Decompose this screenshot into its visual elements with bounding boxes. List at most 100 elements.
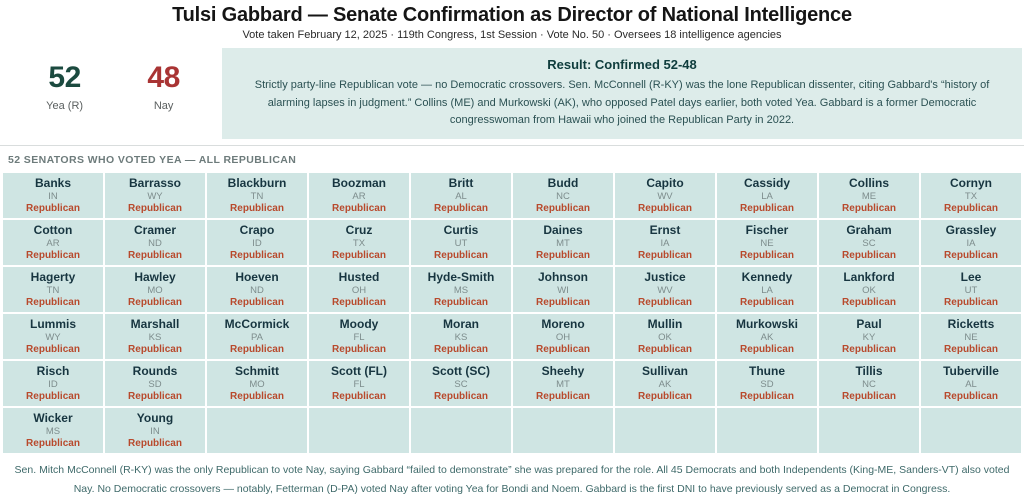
senator-state: WY xyxy=(147,191,163,203)
senator-name: Wicker xyxy=(33,411,73,426)
senator-name: Thune xyxy=(749,364,785,379)
senator-card: Crapo ID Republican xyxy=(207,219,307,265)
senator-state: AK xyxy=(658,379,672,391)
senator-card: Cotton AR Republican xyxy=(3,219,103,265)
senator-name: McCormick xyxy=(224,317,290,332)
senator-state: WV xyxy=(657,191,673,203)
senator-party: Republican xyxy=(740,297,794,309)
senator-card: Hawley MO Republican xyxy=(105,266,205,312)
senator-party: Republican xyxy=(332,203,386,215)
senator-name: Hyde-Smith xyxy=(427,270,495,285)
senator-state: ID xyxy=(48,379,58,391)
senator-state: OK xyxy=(658,332,672,344)
senator-card: Justice WV Republican xyxy=(615,266,715,312)
senator-name: Britt xyxy=(448,176,474,191)
senator-state: FL xyxy=(353,379,365,391)
senator-name: Moran xyxy=(443,317,479,332)
senator-party: Republican xyxy=(128,297,182,309)
senator-state: AR xyxy=(352,191,366,203)
senator-name: Sheehy xyxy=(541,364,585,379)
senator-party: Republican xyxy=(26,438,80,450)
senator-state: IN xyxy=(150,426,160,438)
senator-name: Hoeven xyxy=(235,270,279,285)
page-title: Tulsi Gabbard — Senate Confirmation as D… xyxy=(172,4,852,26)
senator-card: Murkowski AK Republican xyxy=(717,313,817,359)
senator-name: Justice xyxy=(644,270,686,285)
senator-card: Husted OH Republican xyxy=(309,266,409,312)
empty-cell xyxy=(819,407,919,453)
senator-party: Republican xyxy=(128,391,182,403)
senator-party: Republican xyxy=(434,203,488,215)
senator-card: Barrasso WY Republican xyxy=(105,172,205,218)
senator-name: Barrasso xyxy=(128,176,182,191)
senator-party: Republican xyxy=(944,250,998,262)
senator-party: Republican xyxy=(434,250,488,262)
senator-party: Republican xyxy=(842,344,896,356)
senator-party: Republican xyxy=(536,391,590,403)
vote-infographic: Tulsi Gabbard — Senate Confirmation as D… xyxy=(0,4,1024,495)
senator-state: AR xyxy=(46,238,60,250)
senator-name: Moreno xyxy=(541,317,585,332)
senator-party: Republican xyxy=(536,344,590,356)
senator-state: AL xyxy=(455,191,467,203)
senator-card: Lummis WY Republican xyxy=(3,313,103,359)
senator-state: MT xyxy=(556,379,570,391)
senator-name: Curtis xyxy=(443,223,479,238)
senator-state: WV xyxy=(657,285,673,297)
senator-card: Ernst IA Republican xyxy=(615,219,715,265)
senator-name: Murkowski xyxy=(735,317,798,332)
empty-cell xyxy=(717,407,817,453)
senator-card: Cramer ND Republican xyxy=(105,219,205,265)
senator-name: Grassley xyxy=(945,223,997,238)
senator-state: NC xyxy=(556,191,570,203)
senator-state: SD xyxy=(148,379,162,391)
senator-party: Republican xyxy=(740,391,794,403)
senator-card: Johnson WI Republican xyxy=(513,266,613,312)
senator-card: Hoeven ND Republican xyxy=(207,266,307,312)
senator-party: Republican xyxy=(944,297,998,309)
senator-card: Ricketts NE Republican xyxy=(921,313,1021,359)
senator-party: Republican xyxy=(128,344,182,356)
senator-name: Lee xyxy=(960,270,982,285)
senator-name: Ernst xyxy=(649,223,681,238)
senator-name: Hawley xyxy=(134,270,176,285)
senator-state: PA xyxy=(251,332,263,344)
senator-party: Republican xyxy=(434,297,488,309)
senator-name: Husted xyxy=(338,270,380,285)
senator-name: Risch xyxy=(36,364,70,379)
senator-party: Republican xyxy=(26,391,80,403)
senator-name: Ricketts xyxy=(947,317,995,332)
senator-party: Republican xyxy=(944,344,998,356)
senator-party: Republican xyxy=(638,344,692,356)
senator-party: Republican xyxy=(434,344,488,356)
senator-card: Moreno OH Republican xyxy=(513,313,613,359)
senator-state: AL xyxy=(965,379,977,391)
senator-party: Republican xyxy=(638,391,692,403)
nay-stat: 48 Nay xyxy=(147,61,180,112)
senator-name: Capito xyxy=(646,176,684,191)
senator-card: Paul KY Republican xyxy=(819,313,919,359)
result-heading: Result: Confirmed 52-48 xyxy=(547,57,697,72)
senator-card: McCormick PA Republican xyxy=(207,313,307,359)
senator-state: NE xyxy=(760,238,774,250)
senator-card: Cassidy LA Republican xyxy=(717,172,817,218)
senator-name: Mullin xyxy=(647,317,683,332)
senator-name: Scott (FL) xyxy=(331,364,387,379)
page-subtitle: Vote taken February 12, 2025 · 119th Con… xyxy=(242,29,782,41)
senator-name: Fischer xyxy=(745,223,789,238)
senator-card: Thune SD Republican xyxy=(717,360,817,406)
senator-card: Rounds SD Republican xyxy=(105,360,205,406)
senator-party: Republican xyxy=(128,438,182,450)
senator-name: Cruz xyxy=(345,223,373,238)
senator-card: Hagerty TN Republican xyxy=(3,266,103,312)
senator-card: Fischer NE Republican xyxy=(717,219,817,265)
senator-party: Republican xyxy=(842,203,896,215)
senator-name: Cassidy xyxy=(743,176,791,191)
senator-card: Marshall KS Republican xyxy=(105,313,205,359)
senator-name: Graham xyxy=(846,223,892,238)
senator-card: Capito WV Republican xyxy=(615,172,715,218)
section-header: 52 SENATORS WHO VOTED YEA — ALL REPUBLIC… xyxy=(8,153,297,166)
empty-cell xyxy=(513,407,613,453)
senator-state: OK xyxy=(862,285,876,297)
senator-card: Moran KS Republican xyxy=(411,313,511,359)
